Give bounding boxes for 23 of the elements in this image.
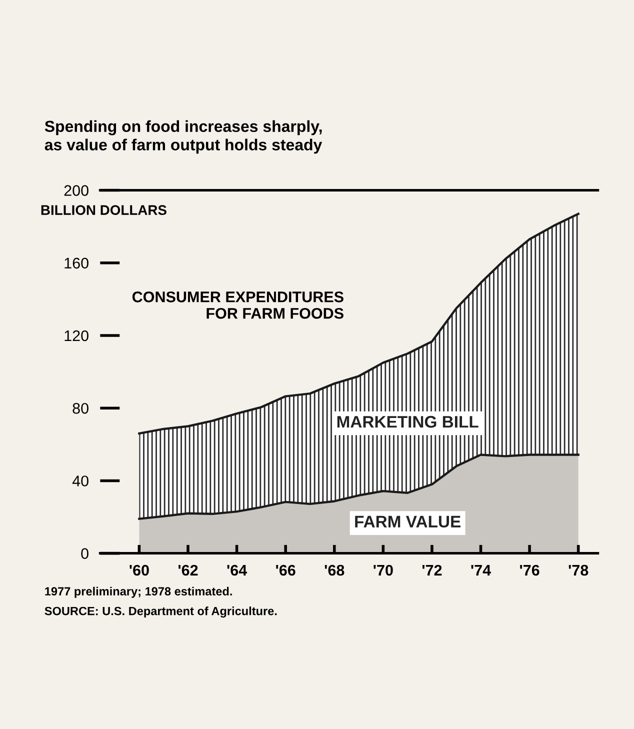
text: 1977 preliminary; 1978 estimated. (45, 586, 232, 598)
chart-title: Spending on food increases sharply, as value of farm output holds steady (44, 120, 322, 154)
y-tick-label: 120 (64, 330, 88, 342)
y-tick-label: 160 (64, 258, 88, 269)
x-tick-label: '76 (520, 564, 540, 576)
x-tick-label: '68 (324, 564, 344, 576)
series-label: MARKETING BILL (337, 416, 478, 428)
y-tick-label: 200 (64, 185, 88, 196)
x-tick-label: '70 (374, 564, 393, 576)
x-tick-label: '72 (422, 564, 442, 576)
y-tick-label: 80 (72, 402, 88, 414)
x-tick-label: '74 (471, 564, 491, 576)
annotation: CONSUMER EXPENDITURES FOR FARM FOODS (132, 291, 344, 319)
y-axis-title: BILLION DOLLARS (41, 205, 166, 215)
x-tick-label: '66 (276, 564, 296, 576)
x-tick-label: '64 (227, 564, 248, 576)
x-tick-label: '78 (568, 564, 588, 576)
y-tick-label: 40 (72, 476, 88, 486)
x-tick-label: '60 (130, 564, 149, 576)
source-note: SOURCE: U.S. Department of Agriculture. (44, 606, 277, 618)
series-label: FARM VALUE (355, 516, 460, 528)
x-tick-label: '62 (178, 564, 198, 576)
y-tick-label: 0 (81, 548, 88, 559)
